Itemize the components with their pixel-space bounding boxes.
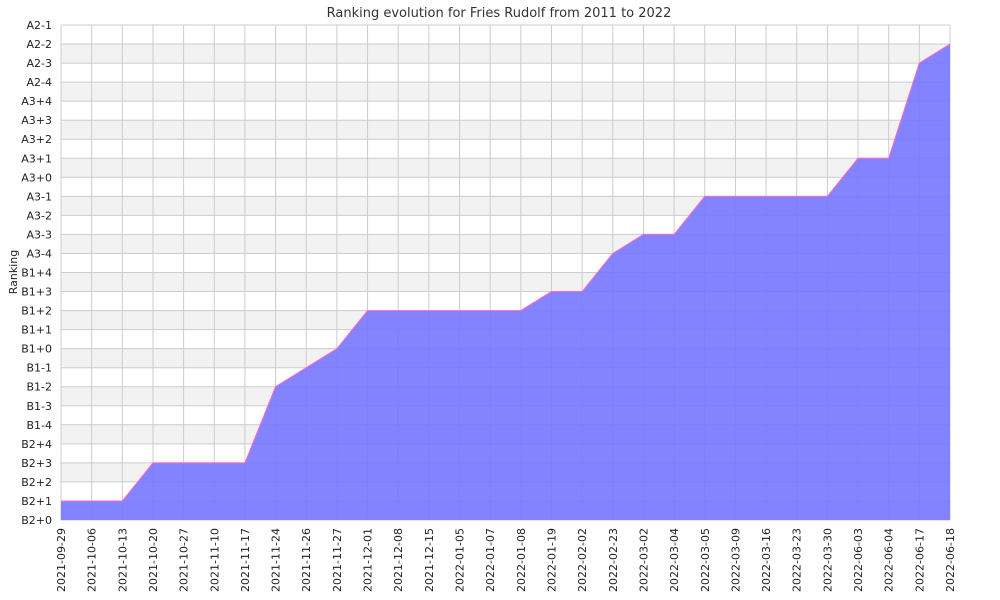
x-tick-label: 2022-01-19 (545, 528, 558, 592)
x-tick-label: 2022-03-23 (791, 528, 804, 592)
x-tick-label: 2022-01-07 (484, 528, 497, 592)
y-tick-label: A2-4 (27, 76, 53, 89)
x-tick-label: 2021-11-27 (331, 528, 344, 592)
y-tick-label: A2-2 (27, 38, 53, 51)
x-tick-label: 2021-11-10 (208, 528, 221, 592)
y-tick-label: B2+1 (21, 495, 52, 508)
y-tick-label: B2+0 (21, 514, 52, 527)
y-tick-label: B2+2 (21, 476, 52, 489)
y-tick-label: A2-3 (27, 57, 53, 70)
y-tick-label: B1+2 (21, 305, 52, 318)
x-tick-label: 2022-06-04 (883, 528, 896, 592)
grid-band (61, 120, 950, 140)
x-tick-label: 2022-02-23 (607, 528, 620, 592)
grid-band (61, 158, 950, 178)
x-tick-label: 2021-11-17 (239, 528, 252, 592)
y-tick-label: A2-1 (27, 19, 53, 32)
x-tick-label: 2022-01-08 (515, 528, 528, 592)
x-tick-label: 2021-10-13 (116, 528, 129, 592)
x-tick-labels: 2021-09-29 2021-10-06 2021-10-13 2021-10-20… (55, 528, 957, 592)
x-tick-label: 2022-06-18 (944, 528, 957, 592)
x-tick-label: 2021-10-20 (147, 528, 160, 592)
x-tick-label: 2022-03-02 (637, 528, 650, 592)
y-tick-label: B2+3 (21, 457, 52, 470)
y-tick-label: B1+1 (21, 324, 52, 337)
x-tick-label: 2022-06-17 (913, 528, 926, 592)
x-tick-label: 2021-12-08 (392, 528, 405, 592)
y-tick-label: B1+0 (21, 343, 52, 356)
x-tick-label: 2022-03-04 (668, 528, 681, 592)
y-tick-label: A3+1 (21, 152, 52, 165)
y-tick-label: B2+4 (21, 438, 52, 451)
ranking-series (61, 43, 951, 520)
y-tick-label: B1-1 (26, 362, 52, 375)
x-tick-label: 2022-03-09 (729, 528, 742, 592)
y-tick-label: B1+4 (21, 267, 52, 280)
y-tick-label: B1+3 (21, 286, 52, 299)
grid-band (61, 44, 950, 64)
y-tick-label: A3-1 (27, 190, 53, 203)
x-tick-label: 2022-03-05 (699, 528, 712, 592)
chart-title: Ranking evolution for Fries Rudolf from … (327, 6, 672, 21)
ranking-area (61, 44, 950, 520)
y-tick-label: A3+0 (21, 171, 52, 184)
y-tick-label: B1-2 (26, 381, 52, 394)
x-tick-label: 2021-12-15 (423, 528, 436, 592)
x-tick-label: 2022-01-05 (454, 528, 467, 592)
y-tick-labels: B2+0 B2+1 B2+2 B2+3 B2+4 B1-4 B1-3 B1-2 B1-1 B1+0… (21, 19, 52, 527)
x-tick-label: 2022-03-30 (821, 528, 834, 592)
x-tick-label: 2021-10-27 (178, 528, 191, 592)
ranking-line (61, 43, 951, 502)
x-tick-label: 2022-02-02 (576, 528, 589, 592)
x-tick-label: 2021-11-26 (300, 528, 313, 592)
x-tick-label: 2022-03-16 (760, 528, 773, 592)
y-tick-label: A3-2 (27, 209, 53, 222)
x-tick-label: 2022-06-03 (852, 528, 865, 592)
y-tick-label: A3+3 (21, 114, 52, 127)
x-tick-label: 2021-10-06 (86, 528, 99, 592)
y-tick-label: A3-3 (27, 228, 53, 241)
x-tick-label: 2021-09-29 (55, 528, 68, 592)
grid-band (61, 82, 950, 102)
y-tick-label: A3+2 (21, 133, 52, 146)
y-tick-label: A3-4 (27, 247, 53, 260)
x-tick-label: 2021-11-24 (270, 528, 283, 592)
y-tick-label: A3+4 (21, 95, 52, 108)
x-tick-label: 2021-12-01 (362, 528, 375, 592)
y-axis-label: Ranking (7, 250, 20, 295)
y-tick-label: B1-4 (26, 419, 52, 432)
y-tick-label: B1-3 (26, 400, 52, 413)
